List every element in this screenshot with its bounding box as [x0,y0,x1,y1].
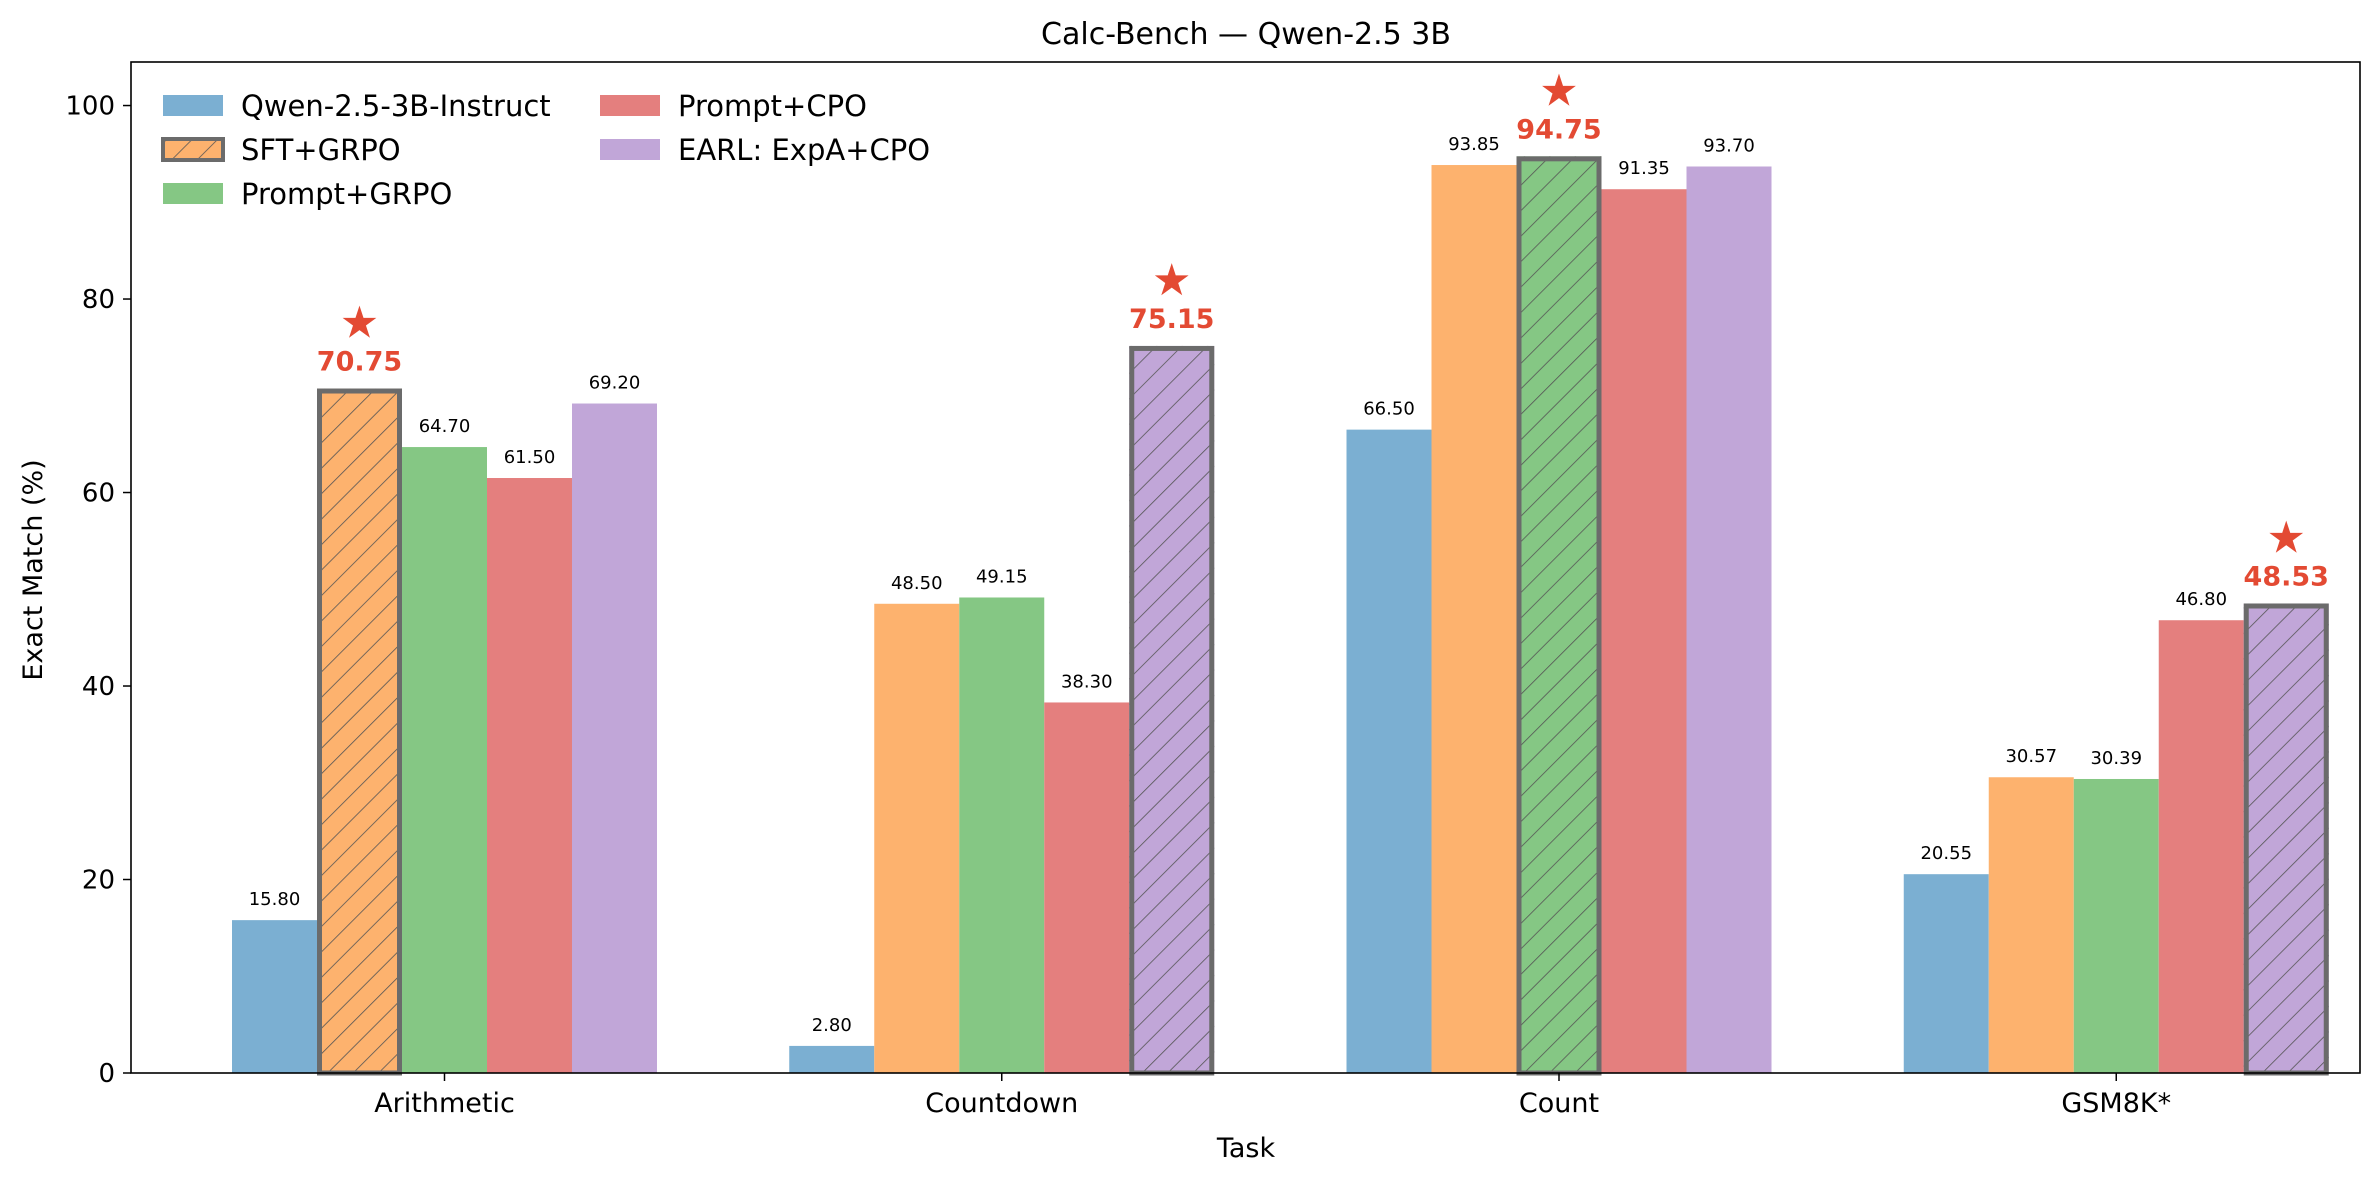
y-tick-label: 20 [82,866,115,896]
bar [1346,429,1432,1073]
legend-swatch-hatch [163,139,223,160]
y-tick-label: 60 [82,479,115,509]
best-star-icon: ★ [2267,512,2306,563]
y-tick-label: 0 [98,1059,115,1089]
value-label: 61.50 [504,447,556,468]
value-label: 46.80 [2175,589,2227,610]
bar [789,1045,875,1073]
bar [487,478,572,1073]
chart-title: Calc-Bench — Qwen-2.5 3B [1041,17,1451,52]
best-star-icon: ★ [1152,255,1191,306]
y-tick-label: 80 [82,285,115,315]
value-label: 64.70 [419,416,471,437]
value-label: 93.85 [1448,134,1500,155]
bar-hatch [317,388,402,1073]
bar [402,447,487,1073]
best-value-label: 48.53 [2244,561,2329,592]
bar [1044,702,1130,1073]
value-label: 15.80 [249,889,301,910]
bar [232,920,317,1073]
legend-swatch [163,183,223,204]
legend-label: Qwen-2.5-3B-Instruct [241,89,551,123]
legend-swatch [600,139,660,160]
value-label: 69.20 [589,373,641,394]
bar [1431,165,1517,1074]
bar [1988,777,2074,1073]
bar [1601,189,1687,1073]
x-tick-label: GSM8K* [2061,1088,2171,1119]
value-label: 66.50 [1363,399,1415,420]
best-value-label: 94.75 [1516,114,1601,145]
bar-hatch [2243,603,2329,1073]
bar [572,403,657,1073]
best-value-label: 75.15 [1129,304,1214,335]
legend-swatch [600,95,660,116]
y-axis-label: Exact Match (%) [18,459,49,680]
bar [1686,166,1772,1073]
legend: Qwen-2.5-3B-Instruct SFT+GRPO Prompt+GRPO P… [161,89,930,211]
value-label: 48.50 [891,573,943,594]
bar [1903,874,1989,1073]
best-star-icon: ★ [1539,65,1578,116]
value-label: 20.55 [1920,843,1972,864]
y-tick-label: 100 [65,92,115,122]
y-tick-label: 40 [82,672,115,702]
plot-frame [130,61,2361,1074]
bar [2073,778,2159,1073]
x-tick-label: Arithmetic [374,1088,515,1119]
legend-swatch [163,95,223,116]
value-label: 30.57 [2005,746,2057,767]
bar-hatch [1129,345,1215,1074]
value-label: 91.35 [1618,158,1670,179]
value-label: 49.15 [976,566,1028,587]
value-label: 93.70 [1703,135,1755,156]
value-label: 30.39 [2090,748,2142,769]
bar [959,597,1045,1073]
value-label: 38.30 [1061,671,1113,692]
bar [2158,620,2244,1073]
x-tick-label: Count [1519,1088,1599,1119]
bar-hatch [1516,156,1602,1073]
legend-label: Prompt+GRPO [241,177,452,211]
bar [874,603,960,1073]
legend-label: SFT+GRPO [241,133,401,167]
best-star-icon: ★ [340,298,379,349]
legend-swatch-border [161,137,225,162]
x-tick-label: Countdown [925,1088,1078,1119]
value-label: 2.80 [812,1015,852,1036]
x-axis-label: Task [1216,1133,1276,1164]
best-value-label: 70.75 [317,347,402,378]
legend-label: Prompt+CPO [678,89,867,123]
legend-label: EARL: ExpA+CPO [678,133,930,167]
